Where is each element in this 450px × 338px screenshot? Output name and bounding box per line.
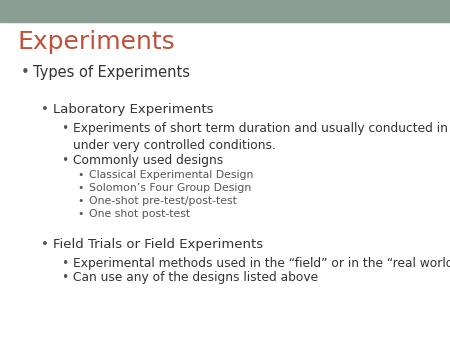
Text: •: •: [21, 65, 30, 80]
Text: Solomon’s Four Group Design: Solomon’s Four Group Design: [89, 183, 251, 193]
Bar: [0, 0, 450, 22]
Text: Experimental methods used in the “field” or in the “real world”: Experimental methods used in the “field”…: [73, 257, 450, 270]
Text: •: •: [77, 209, 83, 219]
Text: •: •: [61, 154, 68, 167]
Text: Experiments of short term duration and usually conducted in a lab
under very con: Experiments of short term duration and u…: [73, 122, 450, 151]
Text: Laboratory Experiments: Laboratory Experiments: [53, 103, 213, 116]
Text: Experiments: Experiments: [18, 30, 176, 54]
Text: Classical Experimental Design: Classical Experimental Design: [89, 170, 253, 180]
Text: •: •: [61, 257, 68, 270]
Text: •: •: [77, 196, 83, 206]
Text: Types of Experiments: Types of Experiments: [33, 65, 190, 80]
Text: One shot post-test: One shot post-test: [89, 209, 190, 219]
Text: •: •: [77, 183, 83, 193]
Text: •: •: [61, 271, 68, 284]
Text: •: •: [77, 170, 83, 180]
Text: Commonly used designs: Commonly used designs: [73, 154, 223, 167]
Text: Field Trials or Field Experiments: Field Trials or Field Experiments: [53, 238, 263, 251]
Text: Can use any of the designs listed above: Can use any of the designs listed above: [73, 271, 318, 284]
Text: One-shot pre-test/post-test: One-shot pre-test/post-test: [89, 196, 237, 206]
Text: •: •: [41, 238, 49, 251]
Text: •: •: [61, 122, 68, 135]
Text: •: •: [41, 103, 49, 116]
